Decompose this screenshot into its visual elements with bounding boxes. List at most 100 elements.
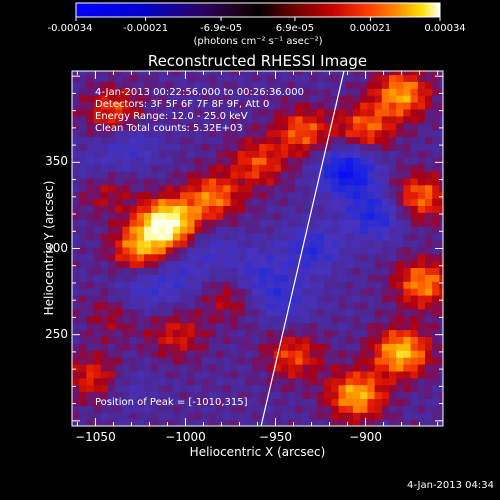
heatmap-cell — [216, 74, 224, 82]
heatmap-cell — [403, 267, 412, 275]
heatmap-cell — [273, 377, 282, 386]
heatmap-cell — [273, 136, 282, 144]
heatmap-cell — [100, 377, 109, 386]
heatmap-cell — [288, 71, 296, 76]
heatmap-cell — [252, 233, 260, 241]
heatmap-cell — [439, 288, 443, 296]
heatmap-cell — [338, 384, 347, 393]
heatmap-cell — [381, 226, 390, 234]
heatmap-cell — [273, 405, 282, 413]
heatmap-cell — [331, 405, 340, 413]
heatmap-cell — [259, 315, 268, 324]
heatmap-cell — [316, 171, 325, 179]
heatmap-cell — [259, 198, 268, 206]
heatmap-cell — [389, 171, 397, 179]
heatmap-cell — [223, 88, 232, 96]
heatmap-cell — [72, 226, 80, 234]
heatmap-cell — [381, 115, 390, 124]
heatmap-cell — [208, 384, 217, 393]
heatmap-cell — [158, 219, 167, 227]
heatmap-cell — [180, 370, 188, 379]
heatmap-cell — [266, 370, 275, 379]
heatmap-cell — [129, 164, 138, 172]
heatmap-cell — [108, 329, 116, 337]
heatmap-cell — [403, 398, 412, 406]
heatmap-cell — [165, 267, 174, 275]
heatmap-cell — [180, 405, 188, 413]
heatmap-cell — [237, 102, 246, 110]
heatmap-cell — [208, 315, 217, 324]
heatmap-cell — [79, 253, 87, 262]
heatmap-cell — [144, 212, 152, 220]
heatmap-cell — [425, 336, 433, 344]
heatmap-cell — [172, 177, 181, 186]
heatmap-cell — [115, 288, 123, 296]
heatmap-cell — [403, 329, 412, 337]
heatmap-cell — [201, 398, 210, 406]
heatmap-cell — [367, 233, 376, 241]
heatmap-cell — [381, 274, 390, 282]
heatmap-cell — [115, 136, 123, 144]
heatmap-cell — [115, 419, 123, 426]
heatmap-cell — [273, 219, 282, 227]
heatmap-cell — [115, 308, 123, 317]
heatmap-cell — [425, 274, 433, 282]
heatmap-cell — [280, 295, 289, 303]
heatmap-cell — [353, 136, 361, 144]
heatmap-cell — [194, 343, 203, 351]
heatmap-cell — [165, 370, 174, 379]
heatmap-cell — [93, 171, 102, 179]
heatmap-cell — [72, 164, 80, 172]
heatmap-cell — [432, 74, 440, 82]
heatmap-cell — [324, 419, 332, 426]
heatmap-cell — [353, 377, 361, 386]
heatmap-cell — [417, 412, 426, 420]
heatmap-cell — [201, 274, 210, 282]
heatmap-cell — [151, 102, 159, 110]
heatmap-cell — [208, 370, 217, 379]
heatmap-cell — [216, 405, 224, 413]
heatmap-cell — [302, 177, 311, 186]
heatmap-cell — [417, 184, 426, 193]
heatmap-cell — [295, 212, 304, 220]
heatmap-cell — [374, 398, 383, 406]
heatmap-cell — [136, 184, 145, 193]
heatmap-cell — [180, 198, 188, 206]
heatmap-cell — [425, 108, 433, 117]
heatmap-cell — [86, 377, 95, 386]
heatmap-cell — [439, 315, 443, 324]
heatmap-cell — [273, 288, 282, 296]
heatmap-cell — [244, 398, 253, 406]
heatmap-cell — [331, 95, 340, 103]
heatmap-cell — [259, 267, 268, 275]
heatmap-cell — [331, 136, 340, 144]
heatmap-cell — [108, 129, 116, 138]
heatmap-cell — [223, 357, 232, 365]
heatmap-cell — [237, 95, 246, 103]
heatmap-cell — [237, 164, 246, 172]
heatmap-cell — [237, 398, 246, 406]
heatmap-cell — [353, 391, 361, 399]
heatmap-cell — [432, 205, 440, 213]
heatmap-cell — [302, 74, 311, 82]
heatmap-cell — [165, 122, 174, 131]
heatmap-cell — [425, 198, 433, 206]
heatmap-cell — [288, 226, 296, 234]
heatmap-cell — [165, 88, 174, 96]
heatmap-cell — [295, 370, 304, 379]
heatmap-cell — [403, 74, 412, 82]
heatmap-cell — [360, 239, 368, 248]
heatmap-cell — [367, 71, 376, 76]
heatmap-cell — [237, 177, 246, 186]
heatmap-cell — [208, 115, 217, 124]
heatmap-cell — [324, 205, 332, 213]
heatmap-cell — [165, 177, 174, 186]
heatmap-cell — [367, 191, 376, 200]
heatmap-cell — [403, 301, 412, 310]
heatmap-cell — [244, 350, 253, 358]
heatmap-cell — [381, 136, 390, 144]
heatmap-cell — [367, 350, 376, 358]
heatmap-cell — [194, 253, 203, 262]
heatmap-cell — [425, 246, 433, 255]
heatmap-cell — [360, 391, 368, 399]
